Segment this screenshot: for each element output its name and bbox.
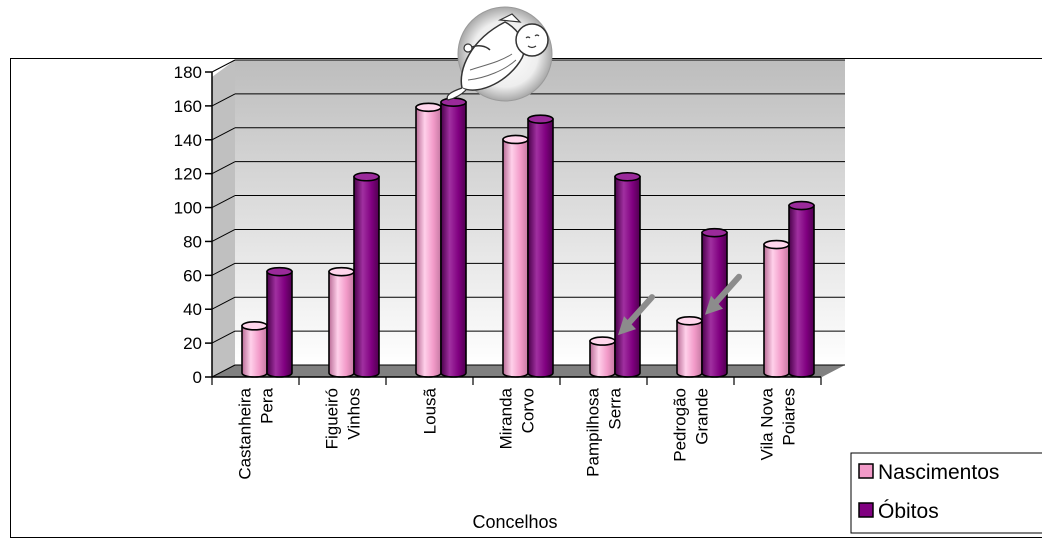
bar-nascimentos-0 [241, 321, 268, 378]
gridline-diag-140 [211, 127, 236, 141]
chart-side-wall [212, 60, 235, 377]
y-tick-label-60: 60 [183, 266, 202, 285]
y-axis: 0 20 40 60 80 100 120 140 160 180 [174, 63, 213, 387]
gridline-diag-120 [211, 161, 236, 175]
bar-óbitos-1 [353, 171, 380, 378]
annotations [618, 273, 742, 336]
gridline-diag-0 [211, 364, 236, 378]
x-category-label: Castanheira [236, 387, 255, 479]
legend-swatch-obitos [858, 502, 874, 518]
bar-nascimentos-4 [589, 336, 616, 378]
gridline-diag-160 [211, 93, 236, 107]
gray-arrow-icon [618, 294, 655, 336]
x-category-label: Lousã [421, 387, 440, 434]
legend: Nascimentos Óbitos [850, 452, 1042, 534]
gray-arrow-icon [705, 273, 742, 315]
y-tick-label-40: 40 [183, 300, 202, 319]
x-category-label: Poiares [780, 388, 799, 446]
y-tick-label-140: 140 [174, 131, 202, 150]
bar-óbitos-6 [788, 200, 815, 378]
legend-label-nascimentos: Nascimentos [878, 461, 999, 484]
y-tick-label-160: 160 [174, 97, 202, 116]
x-category-label: Miranda [497, 387, 516, 449]
x-axis-label: Concelhos [472, 512, 557, 532]
bar-nascimentos-3 [502, 134, 529, 378]
bar-óbitos-0 [266, 266, 293, 378]
x-category-label: Pera [258, 387, 277, 423]
gridline-diag-60 [211, 262, 236, 276]
bar-óbitos-3 [527, 114, 554, 378]
gridline-diag-180 [211, 59, 236, 73]
bar-óbitos-4 [614, 171, 641, 378]
baby-in-sling-icon [446, 6, 553, 102]
legend-swatch-nascimentos [858, 463, 874, 479]
y-tick-label-120: 120 [174, 165, 202, 184]
x-category-label: Pampilhosa [584, 387, 603, 476]
x-category-label: Figueiró [323, 388, 342, 449]
x-axis: Castanheira Pera Figueiró Vinhos Lousã Mirand… [211, 376, 822, 480]
bar-nascimentos-6 [763, 239, 790, 378]
bar-nascimentos-1 [328, 266, 355, 378]
bar-nascimentos-5 [676, 315, 703, 378]
x-category-label: Vila Nova [758, 387, 777, 460]
x-category-label: Serra [606, 387, 625, 429]
gridline-diag-40 [211, 296, 236, 310]
bar-óbitos-2 [440, 97, 467, 378]
x-category-label: Corvo [519, 388, 538, 433]
y-tick-label-80: 80 [183, 232, 202, 251]
legend-label-obitos: Óbitos [878, 500, 939, 523]
x-category-label: Pedrogão [671, 388, 690, 462]
y-tick-label-20: 20 [183, 334, 202, 353]
x-category-label: Vinhos [345, 388, 364, 440]
legend-box [850, 452, 1042, 534]
gridline-diag-100 [211, 195, 236, 208]
y-tick-label-180: 180 [174, 63, 202, 82]
y-tick-label-100: 100 [174, 199, 202, 218]
bar-nascimentos-2 [415, 102, 442, 378]
gridline-diag-80 [211, 229, 236, 242]
x-category-label: Grande [693, 388, 712, 445]
gridline-diag-20 [211, 330, 236, 344]
y-tick-label-0: 0 [193, 368, 202, 387]
